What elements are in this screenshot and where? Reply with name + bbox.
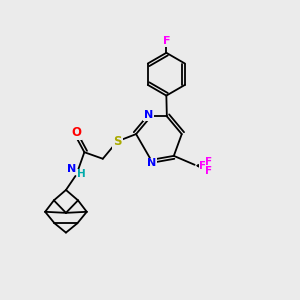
Text: N: N <box>147 158 156 169</box>
Text: F: F <box>205 158 212 167</box>
Text: O: O <box>71 126 81 139</box>
Text: H: H <box>77 169 86 179</box>
Text: F: F <box>205 166 212 176</box>
Text: F: F <box>163 36 170 46</box>
Text: N: N <box>67 164 76 174</box>
Text: F: F <box>199 161 206 171</box>
Text: N: N <box>144 110 153 120</box>
Text: S: S <box>113 135 122 148</box>
